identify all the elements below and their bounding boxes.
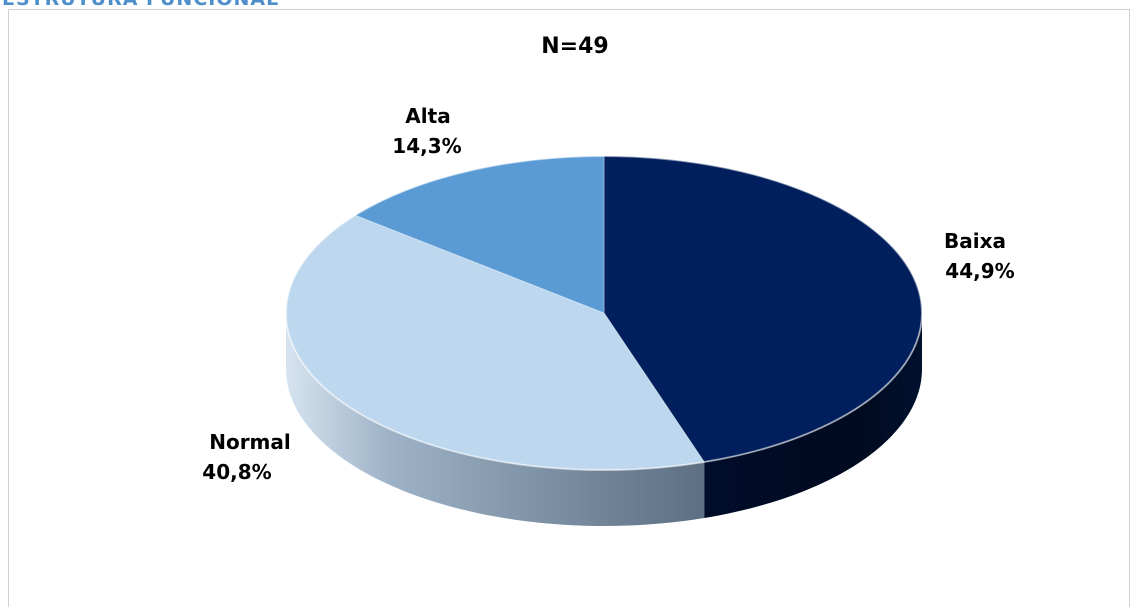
section-header: ESTRUTURA FUNCIONAL xyxy=(2,0,279,10)
slice-value-baixa: 44,9% xyxy=(945,259,1014,283)
pie-tops xyxy=(285,155,923,471)
slice-label-alta: Alta xyxy=(405,104,450,128)
slice-baixa xyxy=(603,155,923,463)
slice-label-normal: Normal xyxy=(209,430,291,454)
slice-value-normal: 40,8% xyxy=(202,460,271,484)
slice-value-alta: 14,3% xyxy=(392,134,461,158)
chart-title: N=49 xyxy=(541,34,608,59)
pie-labels: N=49 Baixa 44,9% Normal 40,8% Alta 14,3% xyxy=(202,34,1014,484)
slice-alta xyxy=(354,155,605,314)
slice-side-normal xyxy=(286,313,705,526)
slice-normal xyxy=(285,214,706,471)
pie-sides xyxy=(286,313,922,526)
slice-label-baixa: Baixa xyxy=(944,229,1006,253)
header-strip: ESTRUTURA FUNCIONAL xyxy=(0,0,1132,10)
slice-side-baixa xyxy=(704,313,922,519)
pie-rim xyxy=(285,155,923,471)
